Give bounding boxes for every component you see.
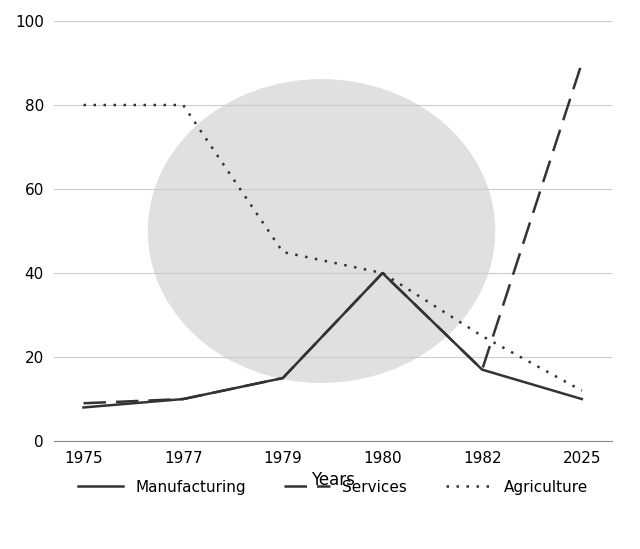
Legend: Manufacturing, Services, Agriculture: Manufacturing, Services, Agriculture <box>72 473 594 501</box>
X-axis label: Years: Years <box>311 472 355 489</box>
Ellipse shape <box>148 80 495 382</box>
